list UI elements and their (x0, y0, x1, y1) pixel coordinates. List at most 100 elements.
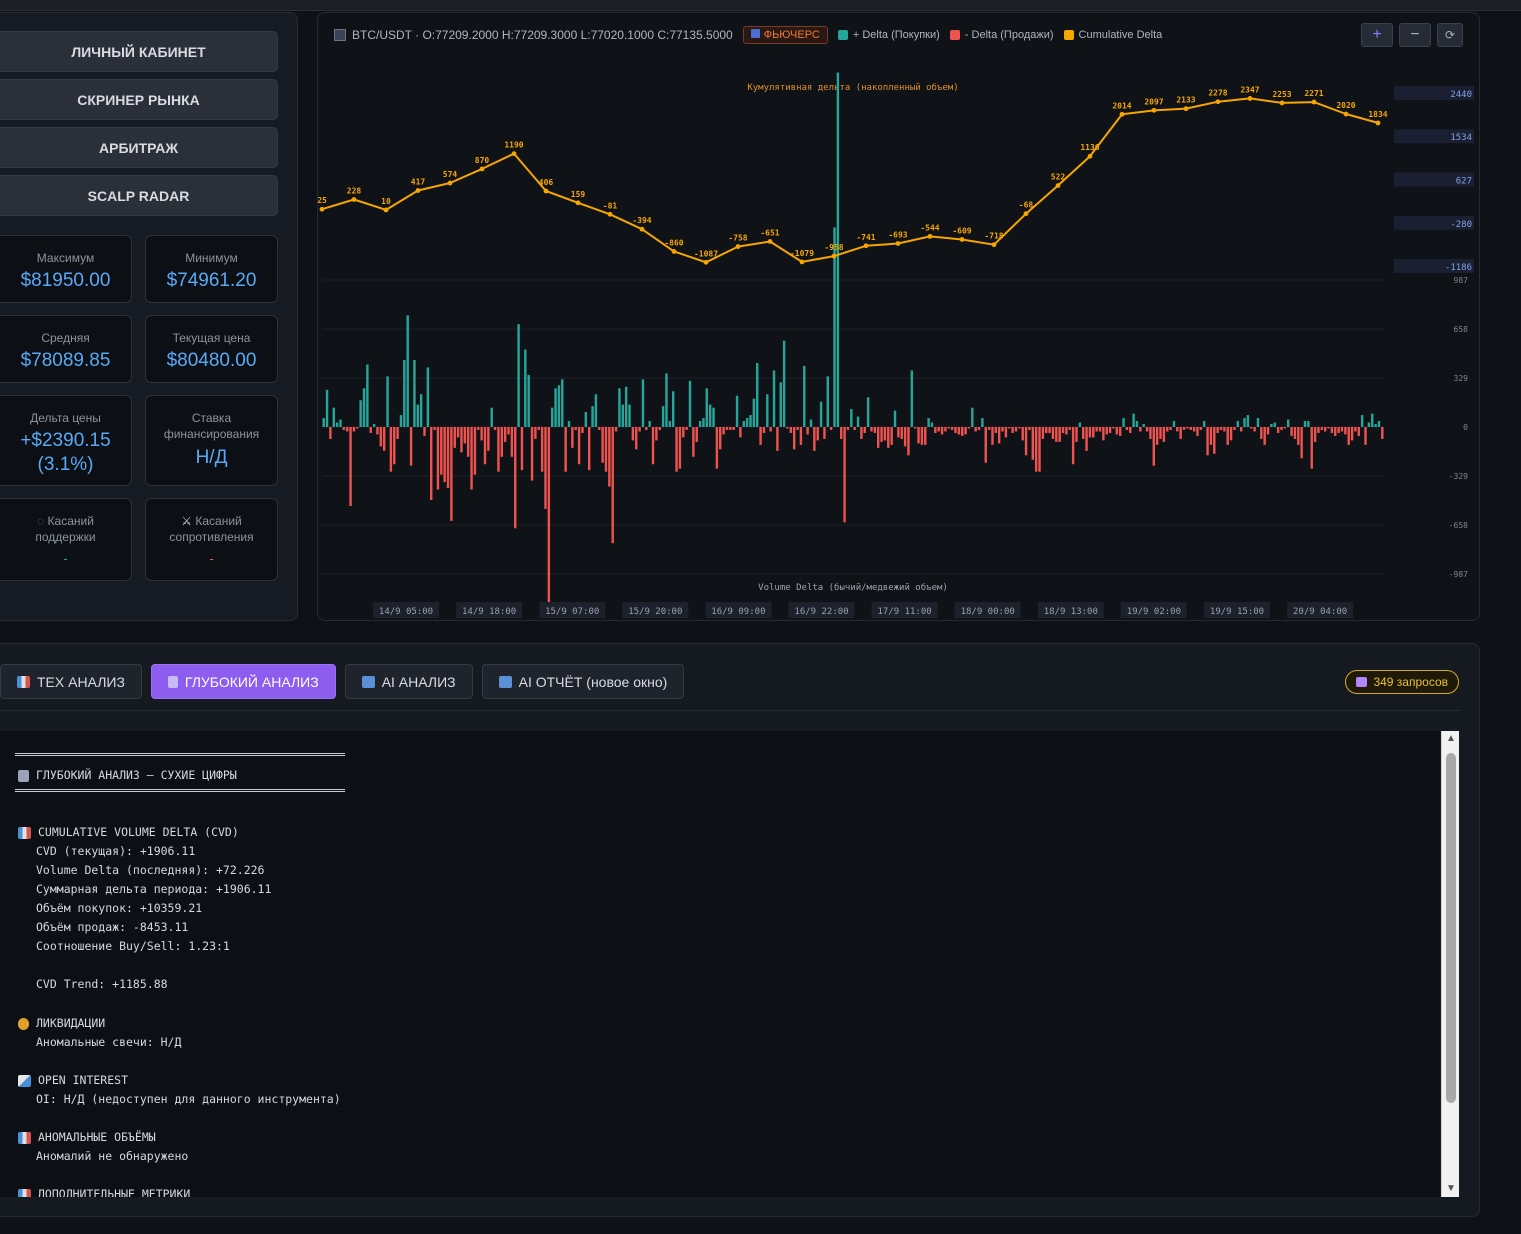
sell-delta-bar (920, 427, 924, 445)
cvd-axis-label-bg (1394, 172, 1474, 187)
cvd-point (543, 188, 549, 194)
sell-delta-bar (477, 427, 480, 430)
stat-card-current: Текущая цена $80480.00 (145, 315, 278, 383)
cvd-point (351, 197, 357, 202)
scrollbar-thumb[interactable] (1446, 753, 1456, 1103)
sell-delta-bar (409, 427, 413, 466)
sell-delta-bar (1041, 427, 1045, 439)
futures-badge[interactable]: ФЬЮЧЕРС (742, 26, 828, 44)
buy-delta-bar (527, 374, 530, 427)
sell-delta-bar (1021, 427, 1024, 441)
sell-delta-bar (813, 427, 816, 451)
scroll-down-arrow-icon[interactable]: ▼ (1446, 1183, 1456, 1194)
buy-delta-bar (1172, 421, 1176, 427)
sell-delta-bar (514, 427, 517, 529)
sell-delta-bar (540, 427, 544, 472)
report-scrollbar[interactable]: ▲ ▼ (1441, 731, 1459, 1197)
sell-delta-bar (1300, 427, 1303, 459)
sell-delta-bar (614, 427, 618, 432)
sell-delta-bar (1199, 427, 1203, 430)
zoom-out-button[interactable]: − (1399, 23, 1431, 47)
reset-chart-button[interactable]: ⟳ (1437, 23, 1463, 47)
cvd-axis-tick-label: 1534 (1450, 133, 1472, 143)
sell-delta-bar (1125, 427, 1129, 430)
sell-delta-bar (537, 427, 540, 430)
buy-delta-bar (406, 315, 409, 427)
cvd-data-label: -81 (603, 201, 618, 210)
sell-delta-bar (880, 427, 883, 442)
deep-analysis-report[interactable]: ГЛУБОКИЙ АНАЛИЗ — СУХИЕ ЦИФРЫ CUMULATIVE… (0, 731, 1440, 1197)
sell-delta-bar (1095, 427, 1098, 432)
stat-current-value: $80480.00 (166, 350, 257, 371)
zoom-in-button[interactable]: + (1361, 23, 1393, 47)
sell-delta-bar (947, 427, 950, 429)
sell-delta-bar (789, 427, 793, 433)
sell-delta-bar (1344, 427, 1347, 435)
x-axis-tick-label: 16/9 09:00 (711, 607, 765, 617)
buy-delta-bar (648, 421, 651, 427)
sell-delta-bar (887, 427, 890, 448)
buy-delta-bar (1243, 418, 1246, 427)
tab-ai-analysis[interactable]: AI АНАЛИЗ (344, 664, 473, 699)
cvd-line (321, 97, 1379, 264)
legend-sell-delta[interactable]: - Delta (Продажи) (949, 29, 1054, 41)
cvd-trend-line: CVD Trend: +1185.88 (36, 977, 168, 991)
stat-delta-label: Дельта цены (30, 411, 101, 425)
chart-controls: + − ⟳ (1361, 23, 1463, 47)
buy-delta-bar (930, 422, 934, 427)
nav-scalp-radar-button[interactable]: SCALP RADAR (0, 175, 278, 216)
sell-delta-bar (823, 427, 826, 439)
sell-delta-bar (547, 427, 551, 606)
sell-delta-bar (675, 427, 678, 472)
buy-delta-bar (366, 364, 369, 427)
buy-delta-bar (742, 421, 745, 427)
chart-panel: BTC/USDT · O:77209.2000 H:77209.3000 L:7… (317, 12, 1480, 621)
sell-delta-bar (393, 427, 396, 465)
sell-delta-bar (715, 427, 719, 469)
x-axis-label-bg (705, 602, 772, 618)
sell-delta-bar (436, 427, 440, 490)
sell-delta-bar (961, 427, 964, 436)
sell-delta-bar (581, 427, 584, 433)
sell-delta-bar (907, 427, 910, 456)
cvd-data-label: -68 (1019, 201, 1034, 210)
sell-delta-bar (994, 427, 998, 433)
sell-delta-bar (651, 427, 655, 465)
sell-delta-bar (604, 427, 608, 472)
buy-delta-bar (1367, 422, 1371, 427)
buy-delta-bar (524, 349, 527, 427)
cvd-data-label: -693 (888, 230, 907, 239)
cvd-axis-label-bg (1394, 215, 1474, 230)
sell-delta-bar (967, 427, 971, 429)
sell-delta-bar (1108, 427, 1112, 433)
sell-delta-bar (1253, 427, 1256, 432)
scroll-up-arrow-icon[interactable]: ▲ (1446, 733, 1456, 744)
sell-delta-bar (446, 427, 450, 489)
nav-market-screener-button[interactable]: СКРИНЕР РЫНКА (0, 79, 278, 120)
buy-delta-bar (688, 380, 692, 427)
buy-delta-bar (1270, 424, 1273, 427)
legend-buy-delta[interactable]: + Delta (Покупки) (837, 29, 940, 41)
cvd-delta-chart[interactable]: Кумулятивная дельта (накопленный объем) V… (318, 57, 1479, 620)
buy-delta-bar (708, 404, 712, 427)
sell-delta-bar (601, 427, 604, 463)
sell-delta-bar (1011, 427, 1014, 433)
nav-personal-cabinet-button[interactable]: ЛИЧНЫЙ КАБИНЕТ (0, 31, 278, 72)
nav-arbitrage-button[interactable]: АРБИТРАЖ (0, 127, 278, 168)
legend-cumulative-delta[interactable]: Cumulative Delta (1063, 29, 1162, 41)
tab-tech-analysis[interactable]: ТЕХ АНАЛИЗ (0, 664, 142, 699)
money-bag-icon (18, 1017, 29, 1030)
sell-delta-bar (608, 427, 611, 487)
sell-delta-bar (453, 427, 456, 448)
tab-deep-analysis[interactable]: ГЛУБОКИЙ АНАЛИЗ (150, 664, 336, 699)
x-axis-tick-label: 16/9 22:00 (794, 607, 848, 617)
sell-delta-bar (433, 427, 436, 430)
sell-delta-bar (829, 427, 833, 430)
x-axis-tick-label: 19/9 02:00 (1127, 607, 1181, 617)
buy-delta-bar (551, 407, 554, 427)
tab-ai-report[interactable]: AI ОТЧЁТ (новое окно) (481, 664, 685, 699)
liquidations-header: ЛИКВИДАЦИИ (36, 1016, 106, 1030)
sell-delta-bar (1088, 427, 1092, 438)
sell-delta-bar (503, 427, 507, 442)
sell-delta-bar (974, 427, 977, 432)
